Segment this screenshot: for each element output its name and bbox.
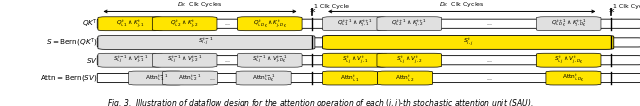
FancyBboxPatch shape (152, 53, 217, 67)
Text: $S^t_{i,j} \wedge V^t_{j,2}$: $S^t_{i,j} \wedge V^t_{j,2}$ (396, 54, 422, 66)
FancyBboxPatch shape (378, 71, 433, 85)
Text: $S^t_{i,j}$: $S^t_{i,j}$ (463, 37, 474, 48)
FancyBboxPatch shape (98, 53, 163, 67)
Text: $*$: $*$ (607, 6, 615, 16)
FancyBboxPatch shape (97, 56, 640, 65)
Text: $S^{t-1}_{i,j} \wedge V^{t-1}_{j,1}$: $S^{t-1}_{i,j} \wedge V^{t-1}_{j,1}$ (113, 54, 148, 66)
Text: $\mathrm{Attn}^t_{i,D_K}$: $\mathrm{Attn}^t_{i,D_K}$ (562, 73, 585, 84)
Text: $\mathrm{Attn}^{t-1}_{i,D_K}$: $\mathrm{Attn}^{t-1}_{i,D_K}$ (252, 72, 275, 84)
Text: $*$: $*$ (308, 6, 316, 16)
Text: $\mathrm{Attn} = \mathrm{Bern}(SV)$: $\mathrm{Attn} = \mathrm{Bern}(SV)$ (40, 73, 98, 83)
FancyBboxPatch shape (323, 35, 614, 49)
Text: ...: ... (486, 75, 492, 81)
Text: $Q^{t+1}_{i,1} \wedge K^{t+1}_{j,1}$: $Q^{t+1}_{i,1} \wedge K^{t+1}_{j,1}$ (337, 18, 373, 30)
FancyBboxPatch shape (97, 73, 640, 83)
Text: 1 Clk Cycle: 1 Clk Cycle (314, 4, 349, 9)
Text: $Q^{t+1}_{i,D_K} \wedge K^{t+1}_{j,D_K}$: $Q^{t+1}_{i,D_K} \wedge K^{t+1}_{j,D_K}$ (550, 18, 587, 30)
Text: $Q^{t+1}_{i,2} \wedge K^{t+1}_{j,2}$: $Q^{t+1}_{i,2} \wedge K^{t+1}_{j,2}$ (391, 18, 428, 30)
Text: $QK^\mathrm{T}$: $QK^\mathrm{T}$ (82, 18, 98, 30)
Text: $S^t_{i,j} \wedge V^t_{j,1}$: $S^t_{i,j} \wedge V^t_{j,1}$ (342, 54, 368, 66)
Text: $S^{t-1}_{i,j} \wedge V^{t-1}_{j,2}$: $S^{t-1}_{i,j} \wedge V^{t-1}_{j,2}$ (167, 54, 202, 66)
FancyBboxPatch shape (98, 17, 163, 31)
FancyBboxPatch shape (98, 35, 315, 49)
FancyBboxPatch shape (377, 53, 442, 67)
FancyBboxPatch shape (237, 17, 302, 31)
Text: ...: ... (486, 58, 492, 63)
FancyBboxPatch shape (163, 71, 218, 85)
Text: ...: ... (224, 21, 230, 26)
FancyBboxPatch shape (546, 71, 601, 85)
Text: $\mathrm{Attn}^{t-1}_{i,1}$: $\mathrm{Attn}^{t-1}_{i,1}$ (145, 73, 168, 83)
FancyBboxPatch shape (97, 19, 640, 28)
FancyBboxPatch shape (377, 17, 442, 31)
FancyBboxPatch shape (97, 38, 640, 47)
Text: $S^t_{i,j} \wedge V^t_{j,D_K}$: $S^t_{i,j} \wedge V^t_{j,D_K}$ (554, 54, 583, 66)
FancyBboxPatch shape (323, 71, 378, 85)
Text: $Q^t_{i,1} \wedge K^t_{j,1}$: $Q^t_{i,1} \wedge K^t_{j,1}$ (116, 18, 145, 30)
Text: $S = \mathrm{Bern}(QK^\mathrm{T})$: $S = \mathrm{Bern}(QK^\mathrm{T})$ (46, 36, 98, 49)
FancyBboxPatch shape (536, 53, 601, 67)
FancyBboxPatch shape (323, 17, 387, 31)
Text: Fig. 3.  Illustration of dataflow design for the attention operation of each $(i: Fig. 3. Illustration of dataflow design … (107, 97, 533, 106)
Text: $S^{t-1}_{i,j}$: $S^{t-1}_{i,j}$ (198, 36, 214, 48)
FancyBboxPatch shape (152, 17, 217, 31)
Text: $\mathrm{Attn}^t_{i,2}$: $\mathrm{Attn}^t_{i,2}$ (395, 73, 415, 83)
Text: $\mathrm{Attn}^t_{i,1}$: $\mathrm{Attn}^t_{i,1}$ (340, 73, 360, 83)
FancyBboxPatch shape (236, 71, 291, 85)
Text: $Q^t_{i,2} \wedge K^t_{j,2}$: $Q^t_{i,2} \wedge K^t_{j,2}$ (170, 18, 199, 30)
FancyBboxPatch shape (536, 17, 601, 31)
Text: $Q^t_{i,D_K} \wedge K^t_{j,D_K}$: $Q^t_{i,D_K} \wedge K^t_{j,D_K}$ (253, 18, 287, 30)
Text: ...: ... (224, 58, 230, 63)
FancyBboxPatch shape (129, 71, 184, 85)
Text: ...: ... (486, 21, 492, 26)
Text: 1 Clk Cycle: 1 Clk Cycle (613, 4, 640, 9)
Text: $D_K$  Clk Cycles: $D_K$ Clk Cycles (177, 0, 223, 9)
Text: $SV$: $SV$ (86, 56, 98, 65)
FancyBboxPatch shape (323, 53, 387, 67)
Text: $S^{t-1}_{i,j} \wedge V^{t-1}_{j,D_K}$: $S^{t-1}_{i,j} \wedge V^{t-1}_{j,D_K}$ (252, 54, 287, 66)
Text: ...: ... (209, 75, 215, 81)
Text: $D_K$  Clk Cycles: $D_K$ Clk Cycles (439, 0, 484, 9)
FancyBboxPatch shape (237, 53, 302, 67)
Text: $\mathrm{Attn}^{t-1}_{i,2}$: $\mathrm{Attn}^{t-1}_{i,2}$ (179, 73, 202, 83)
